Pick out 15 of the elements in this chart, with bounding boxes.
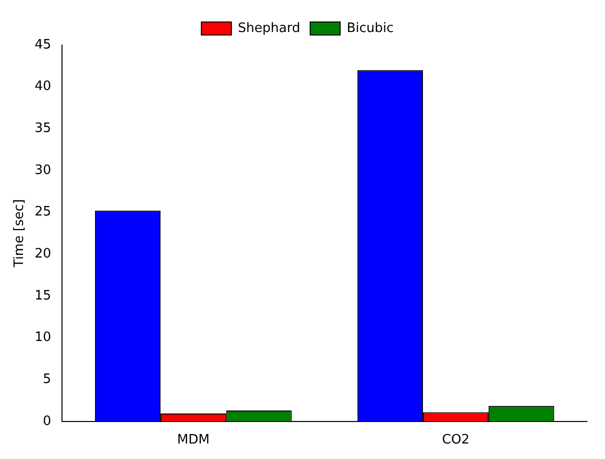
y-tick-label: 40 — [34, 79, 52, 94]
legend-label: Shephard — [238, 20, 300, 36]
y-tick-label: 30 — [34, 162, 52, 178]
y-tick-label: 0 — [42, 414, 52, 429]
y-tick-label: 25 — [34, 204, 52, 220]
y-tick-label: 45 — [34, 37, 52, 52]
y-tick-label: 15 — [34, 288, 52, 304]
x-tick-label: MDM — [177, 432, 210, 448]
y-tick-label: 35 — [34, 121, 52, 136]
y-tick-label: 20 — [34, 246, 52, 262]
y-tick-label: 10 — [34, 330, 52, 346]
y-tick-label: 5 — [42, 372, 52, 387]
x-tick-label: CO2 — [442, 432, 470, 448]
y-axis-title: Time [sec] — [12, 199, 28, 268]
legend-label: Bicubic — [346, 20, 394, 36]
